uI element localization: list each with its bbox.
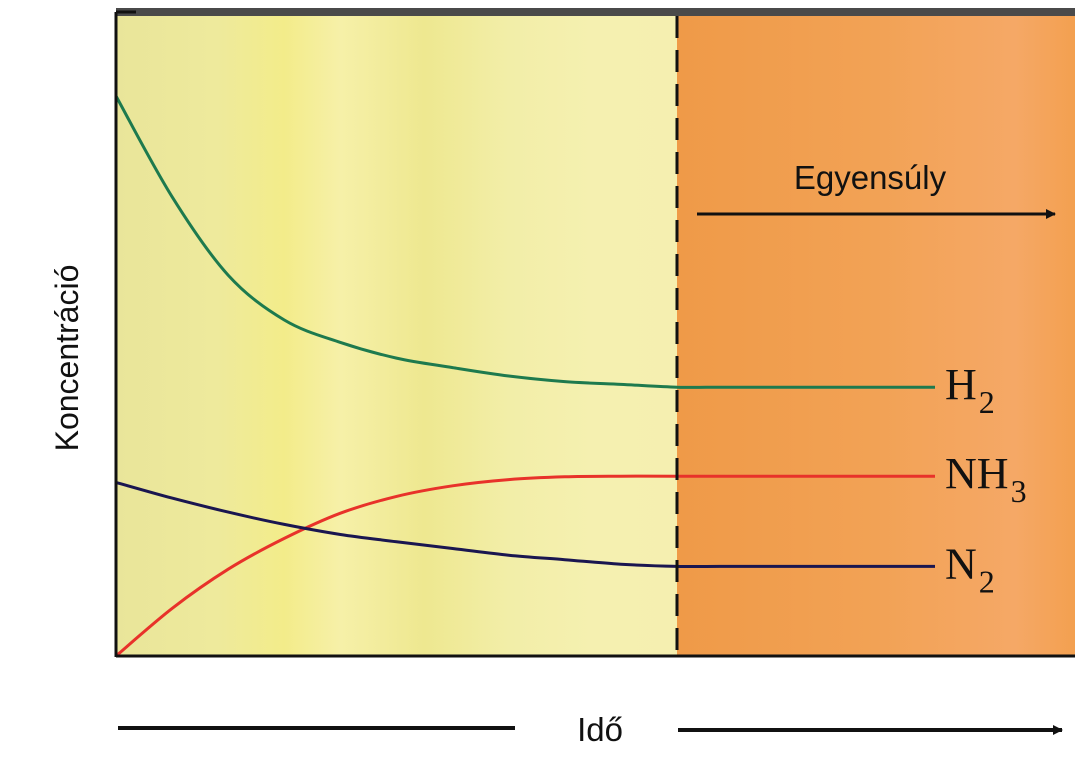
x-axis-label: Idő <box>577 711 623 748</box>
series-line-h2 <box>114 95 935 389</box>
y-axis-label: Koncentráció <box>49 265 85 452</box>
equilibrium-region <box>677 16 1075 656</box>
series-labels: H2 NH3 N2 <box>945 360 1027 599</box>
series-line-nh3 <box>115 474 935 658</box>
pre-equilibrium-region <box>116 16 677 656</box>
series-line-n2 <box>115 480 935 569</box>
equilibrium-label: Egyensúly <box>794 159 947 196</box>
series-label-h2: H2 <box>945 360 995 420</box>
series-group <box>114 95 935 658</box>
series-label-nh3: NH3 <box>945 449 1027 509</box>
top-border <box>116 8 1075 16</box>
series-label-n2: N2 <box>945 539 995 599</box>
